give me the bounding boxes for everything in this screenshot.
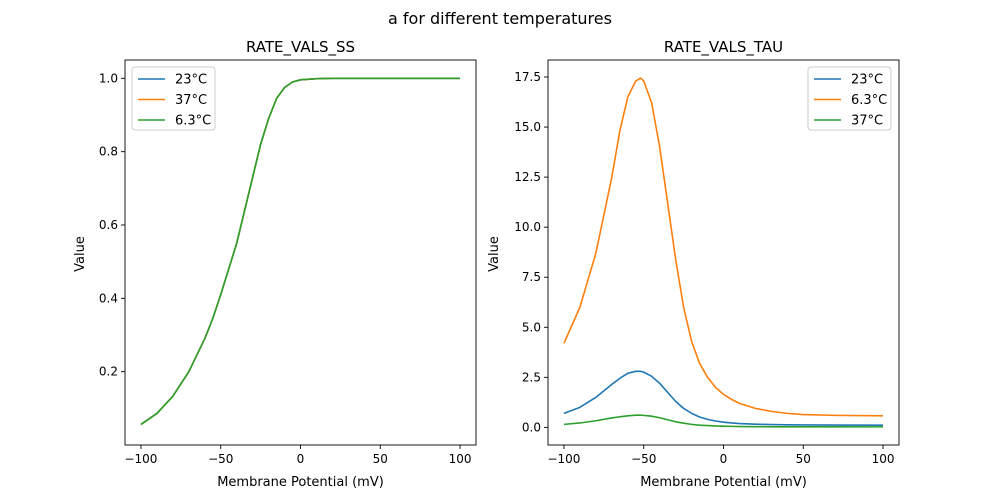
- figure-suptitle: a for different temperatures: [388, 9, 612, 28]
- legend-label: 37°C: [851, 114, 883, 129]
- y-tick-label: 0.2: [99, 365, 118, 379]
- y-tick-label: 0.6: [99, 218, 118, 232]
- x-tick-label: 100: [449, 452, 472, 466]
- y-tick-label: 0.0: [522, 420, 541, 434]
- x-axis-label: Membrane Potential (mV): [640, 475, 807, 490]
- legend: 23°C 37°C 6.3°C: [131, 66, 216, 131]
- legend: 23°C 6.3°C 37°C: [807, 66, 892, 131]
- x-tick-label: 0: [720, 452, 728, 466]
- x-tick-label: 0: [297, 452, 305, 466]
- y-tick-label: 7.5: [522, 270, 541, 284]
- chart-title: RATE_VALS_SS: [246, 38, 355, 57]
- y-tick-label: 15.0: [514, 120, 541, 134]
- y-axis-label: Value: [73, 236, 88, 272]
- x-tick-label: 50: [796, 452, 811, 466]
- legend-label: 37°C: [175, 93, 207, 108]
- subplot-ss: RATE_VALS_SS Membrane Potential (mV) Val…: [73, 38, 477, 490]
- legend-label: 23°C: [175, 73, 207, 88]
- legend-label: 23°C: [851, 73, 883, 88]
- series-line: [563, 370, 884, 426]
- y-axis-label: Value: [487, 236, 502, 272]
- y-tick-label: 2.5: [522, 370, 541, 384]
- legend-frame: [131, 66, 216, 131]
- x-axis-label: Membrane Potential (mV): [217, 475, 384, 490]
- x-tick-label: −100: [124, 452, 157, 466]
- series-line: [563, 77, 884, 417]
- x-tick-label: −100: [547, 452, 580, 466]
- y-tick-label: 12.5: [514, 170, 541, 184]
- y-tick-label: 1.0: [99, 71, 118, 85]
- y-tick-label: 17.5: [514, 70, 541, 84]
- legend-label: 6.3°C: [851, 93, 887, 108]
- legend-frame: [807, 66, 892, 131]
- series-line: [140, 77, 461, 426]
- x-tick-label: −50: [208, 452, 233, 466]
- x-tick-label: 50: [373, 452, 388, 466]
- y-tick-label: 5.0: [522, 320, 541, 334]
- y-tick-label: 10.0: [514, 220, 541, 234]
- chart-title: RATE_VALS_TAU: [664, 38, 783, 57]
- series-line: [563, 414, 884, 428]
- y-tick-label: 0.8: [99, 145, 118, 159]
- y-tick-label: 0.4: [99, 291, 118, 305]
- subplot-tau: RATE_VALS_TAU Membrane Potential (mV) Va…: [487, 38, 900, 490]
- x-tick-label: −50: [631, 452, 656, 466]
- x-tick-label: 100: [872, 452, 895, 466]
- legend-label: 6.3°C: [175, 114, 211, 129]
